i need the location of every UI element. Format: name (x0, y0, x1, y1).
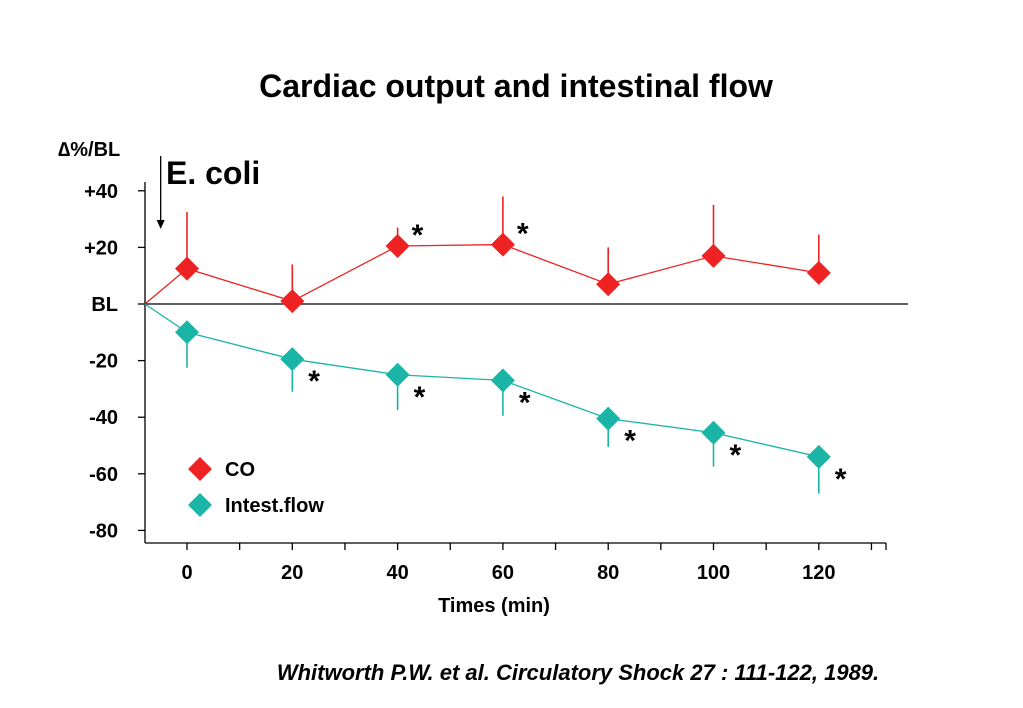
x-tick-label: 0 (181, 562, 192, 584)
x-tick-label: 120 (802, 562, 835, 584)
y-tick-label: +20 (84, 237, 118, 259)
significance-marker: * (519, 386, 531, 419)
data-point (806, 260, 831, 285)
annotation-label: E. coli (166, 155, 260, 191)
data-point (385, 362, 410, 387)
y-ticks: +40 +20 BL -20 -40 -60 -80 (84, 181, 145, 542)
series-intest-flow: * * * * * * (144, 303, 847, 496)
data-point (596, 272, 621, 297)
significance-marker: * (414, 381, 426, 414)
data-point (175, 320, 199, 345)
x-tick-label: 100 (697, 562, 730, 584)
significance-marker: * (308, 365, 320, 398)
y-tick-label: +40 (84, 181, 118, 203)
series-line (144, 303, 819, 458)
data-point (701, 243, 726, 268)
legend-label: Intest.flow (225, 495, 324, 517)
x-axis-label: Times (min) (438, 595, 550, 617)
citation: Whitworth P.W. et al. Circulatory Shock … (277, 660, 879, 685)
legend-label: CO (225, 459, 255, 481)
significance-marker: * (835, 463, 847, 496)
significance-marker: * (730, 439, 742, 472)
data-point (596, 406, 621, 431)
y-tick-label: -80 (89, 520, 118, 542)
legend: CO Intest.flow (188, 457, 324, 517)
significance-marker: * (517, 218, 529, 251)
y-tick-label: BL (91, 294, 118, 316)
annotation-arrow-head (156, 220, 165, 229)
x-tick-label: 80 (597, 562, 619, 584)
axes (144, 182, 908, 544)
y-tick-label: -60 (89, 464, 118, 486)
data-point (280, 289, 305, 314)
x-tick-label: 40 (386, 562, 408, 584)
chart-title: Cardiac output and intestinal flow (259, 68, 773, 104)
data-point (280, 347, 305, 372)
x-tick-label: 20 (281, 562, 303, 584)
y-tick-label: -40 (89, 407, 118, 429)
y-tick-label: -20 (89, 351, 118, 373)
data-point (175, 256, 199, 281)
annotation: E. coli (156, 155, 260, 229)
series-group: * ** * ** ** (144, 196, 847, 496)
legend-marker (188, 493, 212, 517)
legend-marker (188, 457, 212, 481)
data-point (490, 368, 515, 393)
x-tick-label: 60 (492, 562, 514, 584)
data-point (385, 233, 410, 258)
significance-marker: * (412, 219, 424, 252)
data-point (701, 420, 726, 445)
series-line (144, 243, 819, 305)
x-ticks: 0 20 40 60 80 100 120 (181, 543, 887, 584)
data-point (806, 444, 831, 469)
data-point (490, 232, 515, 257)
series-co: * * (144, 196, 831, 314)
significance-marker: * (624, 425, 636, 458)
y-axis-label: ∆%/BL (58, 139, 120, 161)
